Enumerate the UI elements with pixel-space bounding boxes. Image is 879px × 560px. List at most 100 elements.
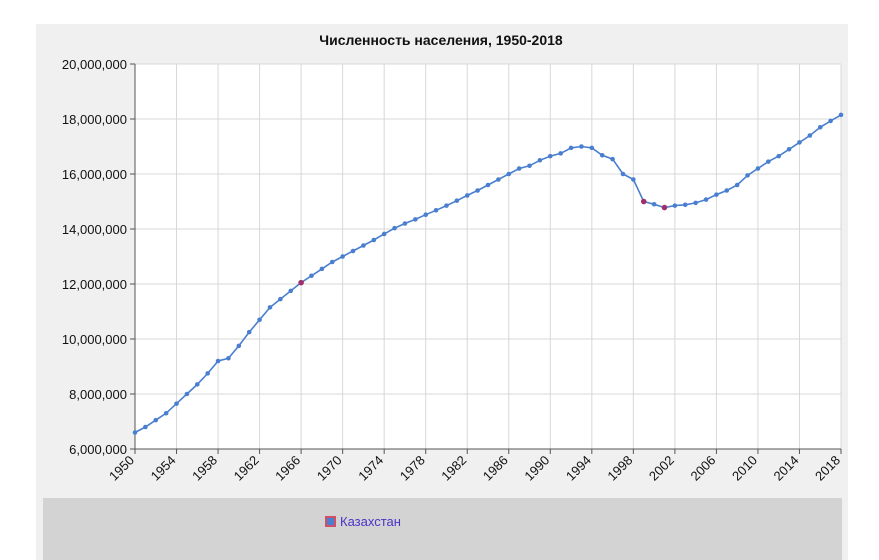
data-point[interactable]	[226, 355, 231, 361]
ytick-label: 16,000,000	[62, 167, 127, 182]
data-point[interactable]	[288, 288, 294, 294]
data-point[interactable]	[506, 171, 512, 177]
data-point[interactable]	[703, 197, 709, 202]
legend: Казахстан	[43, 498, 842, 560]
data-point[interactable]	[194, 382, 200, 387]
data-point[interactable]	[163, 410, 169, 416]
data-point[interactable]	[381, 231, 387, 237]
data-point[interactable]	[485, 182, 491, 188]
data-point[interactable]	[433, 208, 439, 213]
data-point[interactable]	[257, 317, 262, 323]
data-point[interactable]	[828, 118, 833, 124]
ytick-label: 8,000,000	[69, 387, 127, 402]
data-point[interactable]	[319, 266, 325, 272]
data-point[interactable]	[766, 159, 771, 164]
xtick-label: 2002	[646, 453, 677, 484]
data-point[interactable]	[661, 204, 668, 211]
xtick-label: 2014	[771, 453, 802, 484]
xtick-label: 1962	[231, 453, 262, 484]
data-point[interactable]	[672, 203, 678, 208]
data-point[interactable]	[631, 177, 636, 182]
ytick-label: 6,000,000	[69, 442, 127, 457]
data-point[interactable]	[745, 173, 750, 178]
data-point[interactable]	[361, 243, 366, 248]
data-point[interactable]	[589, 145, 595, 151]
ytick-label: 12,000,000	[62, 277, 127, 292]
data-point[interactable]	[444, 203, 449, 208]
data-point[interactable]	[838, 112, 844, 118]
data-point[interactable]	[454, 198, 460, 203]
data-point[interactable]	[527, 163, 532, 169]
data-point[interactable]	[143, 424, 148, 430]
xtick-label: 1954	[148, 453, 179, 484]
data-point[interactable]	[464, 193, 470, 198]
xtick-label: 1982	[438, 453, 469, 484]
data-point[interactable]	[475, 188, 480, 193]
xtick-label: 2010	[729, 453, 760, 484]
data-point[interactable]	[350, 248, 356, 254]
data-point[interactable]	[298, 279, 304, 286]
data-point[interactable]	[413, 217, 418, 222]
data-point[interactable]	[132, 430, 138, 435]
data-point[interactable]	[236, 343, 242, 349]
data-point[interactable]	[640, 198, 647, 205]
data-point[interactable]	[496, 177, 501, 182]
ytick-label: 18,000,000	[62, 112, 127, 127]
data-point[interactable]	[329, 259, 335, 265]
data-point[interactable]	[714, 192, 719, 197]
xtick-label: 1986	[480, 453, 511, 484]
data-point[interactable]	[267, 305, 273, 310]
data-point[interactable]	[620, 171, 626, 177]
data-point[interactable]	[599, 153, 605, 158]
data-point[interactable]	[755, 166, 761, 171]
data-point[interactable]	[724, 188, 730, 193]
xtick-label: 1978	[397, 453, 428, 484]
plot-area	[135, 64, 841, 449]
data-point[interactable]	[215, 358, 221, 364]
xtick-label: 1970	[314, 453, 345, 484]
ytick-label: 14,000,000	[62, 222, 127, 237]
data-point[interactable]	[651, 201, 657, 207]
data-point[interactable]	[610, 156, 615, 162]
chart-title: Численность населения, 1950-2018	[319, 32, 563, 48]
data-point[interactable]	[153, 417, 159, 423]
data-point[interactable]	[797, 140, 802, 145]
data-point[interactable]	[246, 329, 252, 335]
xtick-label: 2006	[687, 453, 718, 484]
xtick-label: 1974	[355, 453, 386, 484]
xtick-label: 2018	[812, 453, 843, 484]
data-point[interactable]	[547, 153, 553, 159]
ytick-label: 20,000,000	[62, 57, 127, 72]
legend-item-kazakhstan[interactable]: Казахстан	[325, 514, 401, 529]
data-point[interactable]	[371, 237, 377, 243]
xtick-label: 1950	[106, 453, 137, 484]
data-point[interactable]	[205, 371, 210, 376]
data-point[interactable]	[340, 254, 345, 259]
data-point[interactable]	[278, 296, 283, 302]
xtick-label: 1998	[604, 453, 635, 484]
data-point[interactable]	[734, 182, 740, 188]
series-kazakhstan	[132, 112, 844, 435]
data-point[interactable]	[786, 146, 792, 152]
data-point[interactable]	[184, 391, 190, 397]
data-point[interactable]	[309, 273, 314, 279]
data-point[interactable]	[817, 124, 823, 130]
data-point[interactable]	[693, 200, 698, 206]
data-point[interactable]	[568, 145, 574, 151]
data-point[interactable]	[392, 225, 397, 231]
data-point[interactable]	[776, 153, 782, 159]
xtick-label: 1958	[189, 453, 220, 484]
xtick-label: 1994	[563, 453, 594, 484]
data-point[interactable]	[558, 151, 563, 156]
data-point[interactable]	[402, 221, 408, 226]
data-point[interactable]	[579, 144, 584, 149]
legend-label: Казахстан	[340, 514, 401, 529]
data-point[interactable]	[807, 133, 813, 138]
data-point[interactable]	[516, 166, 522, 171]
legend-swatch	[325, 516, 336, 527]
data-point[interactable]	[423, 212, 429, 217]
data-point[interactable]	[537, 157, 543, 163]
data-point[interactable]	[174, 401, 179, 406]
data-point[interactable]	[682, 202, 688, 208]
